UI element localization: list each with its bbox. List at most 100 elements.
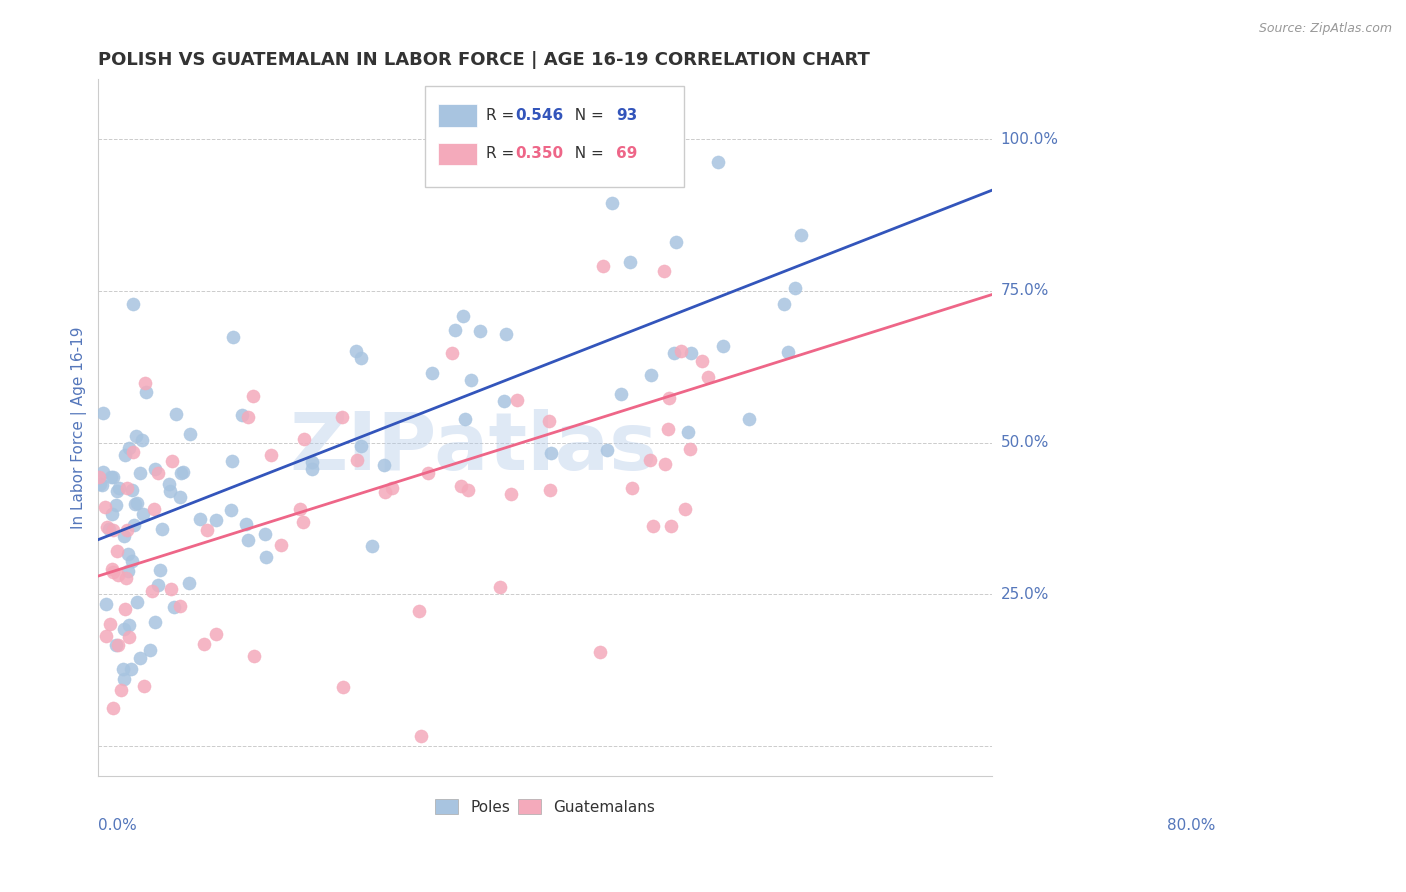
Point	[654, 264, 676, 278]
Point	[118, 630, 141, 644]
Point	[408, 604, 430, 618]
FancyBboxPatch shape	[437, 104, 477, 127]
Point	[301, 455, 323, 469]
Point	[135, 384, 157, 399]
Point	[205, 626, 228, 640]
Point	[96, 597, 118, 611]
Y-axis label: In Labor Force | Age 16-19: In Labor Force | Age 16-19	[72, 326, 87, 529]
Point	[89, 476, 111, 491]
Point	[450, 479, 472, 493]
Point	[169, 599, 191, 613]
Point	[676, 425, 699, 439]
Point	[772, 297, 794, 311]
Point	[179, 427, 201, 442]
Point	[654, 458, 676, 472]
Point	[112, 622, 135, 636]
Point	[235, 516, 257, 531]
Point	[381, 481, 404, 495]
Point	[221, 454, 243, 468]
Point	[121, 554, 143, 568]
Point	[128, 651, 150, 665]
Point	[665, 235, 688, 250]
Point	[453, 412, 475, 426]
Point	[460, 373, 482, 387]
Point	[373, 484, 395, 499]
Point	[91, 478, 114, 492]
Point	[409, 729, 432, 743]
Point	[96, 520, 118, 534]
Point	[360, 539, 382, 553]
Point	[595, 442, 617, 457]
Point	[149, 563, 172, 577]
Point	[169, 490, 191, 504]
Point	[138, 643, 160, 657]
Point	[132, 679, 155, 693]
Point	[330, 409, 353, 424]
Point	[669, 344, 692, 359]
Point	[790, 227, 813, 242]
Point	[254, 527, 277, 541]
Point	[110, 683, 132, 698]
Point	[108, 481, 131, 495]
Point	[657, 422, 679, 436]
Point	[115, 481, 138, 495]
Point	[91, 466, 114, 480]
Point	[87, 469, 110, 483]
Point	[111, 662, 134, 676]
Point	[101, 566, 124, 580]
Point	[332, 680, 354, 694]
Point	[146, 466, 169, 480]
Point	[589, 645, 612, 659]
Point	[114, 602, 136, 616]
Text: 50.0%: 50.0%	[1001, 435, 1049, 450]
Point	[468, 325, 491, 339]
Point	[112, 672, 135, 686]
Point	[673, 502, 696, 516]
Text: N =: N =	[565, 146, 609, 161]
Text: 25.0%: 25.0%	[1001, 587, 1049, 602]
Point	[127, 495, 149, 509]
Point	[236, 533, 259, 548]
Point	[112, 529, 135, 543]
Point	[96, 629, 118, 643]
Point	[118, 618, 141, 632]
Text: 0.546: 0.546	[516, 108, 564, 123]
Point	[172, 465, 194, 479]
Point	[600, 196, 623, 211]
Point	[150, 522, 173, 536]
Point	[143, 615, 166, 630]
Point	[105, 499, 128, 513]
Point	[100, 561, 122, 575]
Point	[100, 508, 122, 522]
Point	[219, 502, 242, 516]
Point	[107, 638, 129, 652]
Point	[457, 483, 479, 497]
Point	[641, 519, 664, 533]
Point	[121, 483, 143, 498]
Point	[117, 547, 139, 561]
Point	[540, 446, 562, 460]
Point	[350, 351, 373, 365]
Point	[104, 638, 127, 652]
Point	[195, 523, 218, 537]
Text: 0.0%: 0.0%	[98, 818, 138, 833]
Point	[125, 429, 148, 443]
Text: 80.0%: 80.0%	[1167, 818, 1215, 833]
Text: POLISH VS GUATEMALAN IN LABOR FORCE | AGE 16-19 CORRELATION CHART: POLISH VS GUATEMALAN IN LABOR FORCE | AG…	[98, 51, 870, 69]
Point	[141, 583, 163, 598]
Text: 93: 93	[616, 108, 637, 123]
Point	[301, 462, 323, 476]
Point	[105, 484, 128, 499]
Point	[94, 500, 117, 514]
Point	[373, 458, 395, 473]
Point	[205, 513, 228, 527]
Text: 100.0%: 100.0%	[1001, 132, 1059, 146]
Point	[679, 346, 702, 360]
Point	[440, 346, 463, 360]
Point	[418, 467, 440, 481]
Point	[143, 462, 166, 476]
Point	[592, 259, 614, 273]
Text: Source: ZipAtlas.com: Source: ZipAtlas.com	[1258, 22, 1392, 36]
Point	[707, 155, 730, 169]
Point	[128, 466, 150, 480]
